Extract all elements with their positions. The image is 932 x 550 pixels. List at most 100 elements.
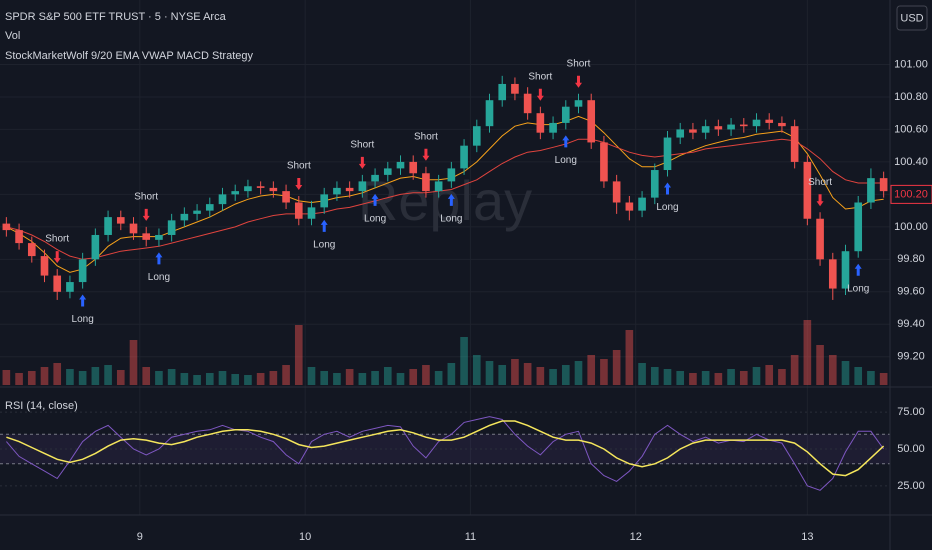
rsi-tick-label: 50.00: [897, 443, 925, 455]
candle-body: [371, 174, 379, 182]
volume-bar: [701, 371, 710, 385]
candle-body: [205, 204, 214, 211]
volume-bar: [612, 350, 621, 385]
candle-body: [854, 202, 863, 252]
candle-body: [676, 129, 685, 138]
volume-bar: [828, 355, 837, 385]
candle-body: [155, 234, 163, 240]
volume-bar: [91, 367, 100, 385]
volume-bar: [78, 371, 87, 385]
volume-bar: [714, 373, 723, 385]
candle-body: [27, 243, 36, 257]
volume-bar: [193, 375, 201, 385]
currency-label[interactable]: USD: [900, 12, 923, 24]
candle-body: [587, 100, 596, 143]
candle-body: [625, 202, 634, 211]
volume-bar: [256, 373, 265, 385]
candle-body: [91, 234, 100, 260]
line-series: [6, 420, 885, 477]
signal-label: Short: [528, 71, 552, 82]
line-series: [6, 138, 884, 260]
volume-bar: [40, 367, 49, 385]
candle-body: [294, 202, 303, 219]
volume-bar: [155, 371, 163, 385]
candle-body: [879, 178, 888, 192]
candle-body: [409, 161, 418, 174]
volume-bar: [282, 365, 290, 385]
volume-bar: [269, 371, 278, 385]
candle-body: [689, 129, 697, 133]
candle-body: [40, 256, 49, 276]
volume-bar: [434, 371, 443, 385]
y-tick-label: 100.80: [894, 91, 928, 103]
volume-bar: [561, 365, 570, 385]
signal-label: Long: [364, 214, 386, 225]
candle-body: [358, 181, 367, 192]
volume-bar: [27, 371, 36, 385]
volume-bar: [409, 369, 418, 385]
signal-label: Long: [440, 214, 462, 225]
x-tick-label: 10: [299, 531, 311, 543]
candle-body: [422, 173, 430, 192]
volume-bar: [116, 370, 125, 385]
line-series: [6, 115, 884, 273]
volume-bar: [142, 367, 151, 385]
y-tick-label: 99.80: [897, 253, 925, 265]
signal-arrow: [816, 194, 824, 207]
candle-body: [333, 187, 341, 195]
signal-arrow: [854, 263, 862, 276]
volume-bar: [816, 345, 824, 385]
volume-bar: [358, 373, 367, 385]
x-tick-label: 9: [137, 531, 143, 543]
volume-bar: [218, 371, 227, 385]
signal-arrow: [664, 182, 671, 195]
volume-bar: [66, 369, 74, 385]
currency-button[interactable]: [896, 5, 928, 31]
candle-body: [663, 137, 672, 171]
candle-body: [498, 83, 507, 101]
volume-bar: [841, 361, 850, 385]
volume-bar: [600, 359, 608, 385]
signal-arrow: [562, 135, 570, 148]
volume-bar: [15, 373, 23, 385]
rsi-tick-label: 75.00: [897, 406, 925, 418]
candle-body: [638, 197, 646, 211]
plot-layer: Short Long Short Long Short Long Short Long Shor…: [2, 58, 888, 491]
volume-bar: [383, 367, 392, 385]
volume-bar: [498, 365, 507, 385]
candle-body: [434, 181, 443, 192]
candle-body: [66, 282, 74, 292]
volume-bar: [447, 363, 456, 385]
candle-body: [561, 106, 570, 123]
signal-arrow: [295, 178, 303, 191]
volume-bar: [727, 369, 735, 385]
signal-label: Long: [656, 202, 678, 213]
candle-body: [396, 161, 405, 169]
candle-body: [447, 168, 456, 182]
volume-bar: [511, 359, 519, 385]
signal-label: Short: [808, 177, 832, 188]
candle-body: [269, 187, 278, 192]
candle-body: [244, 186, 252, 192]
volume-bar: [765, 365, 774, 385]
signal-arrow: [53, 251, 61, 264]
volume-bar: [371, 371, 379, 385]
candle-body: [778, 122, 786, 127]
candle-body: [511, 83, 519, 94]
candle-body: [307, 207, 316, 219]
volume-bar: [587, 355, 596, 385]
y-tick-label: 99.20: [897, 351, 925, 363]
signal-label: Long: [847, 283, 869, 294]
volume-bar: [663, 369, 672, 385]
candle-body: [828, 259, 837, 289]
volume-bar: [104, 365, 112, 385]
volume-bar: [867, 371, 875, 385]
y-tick-label: 100.60: [894, 123, 928, 135]
volume-bar: [523, 363, 532, 385]
candle-body: [180, 213, 189, 221]
signal-label: Long: [555, 155, 577, 166]
volume-bar: [294, 325, 303, 385]
x-tick-label: 13: [801, 531, 813, 543]
candle-body: [816, 218, 824, 260]
